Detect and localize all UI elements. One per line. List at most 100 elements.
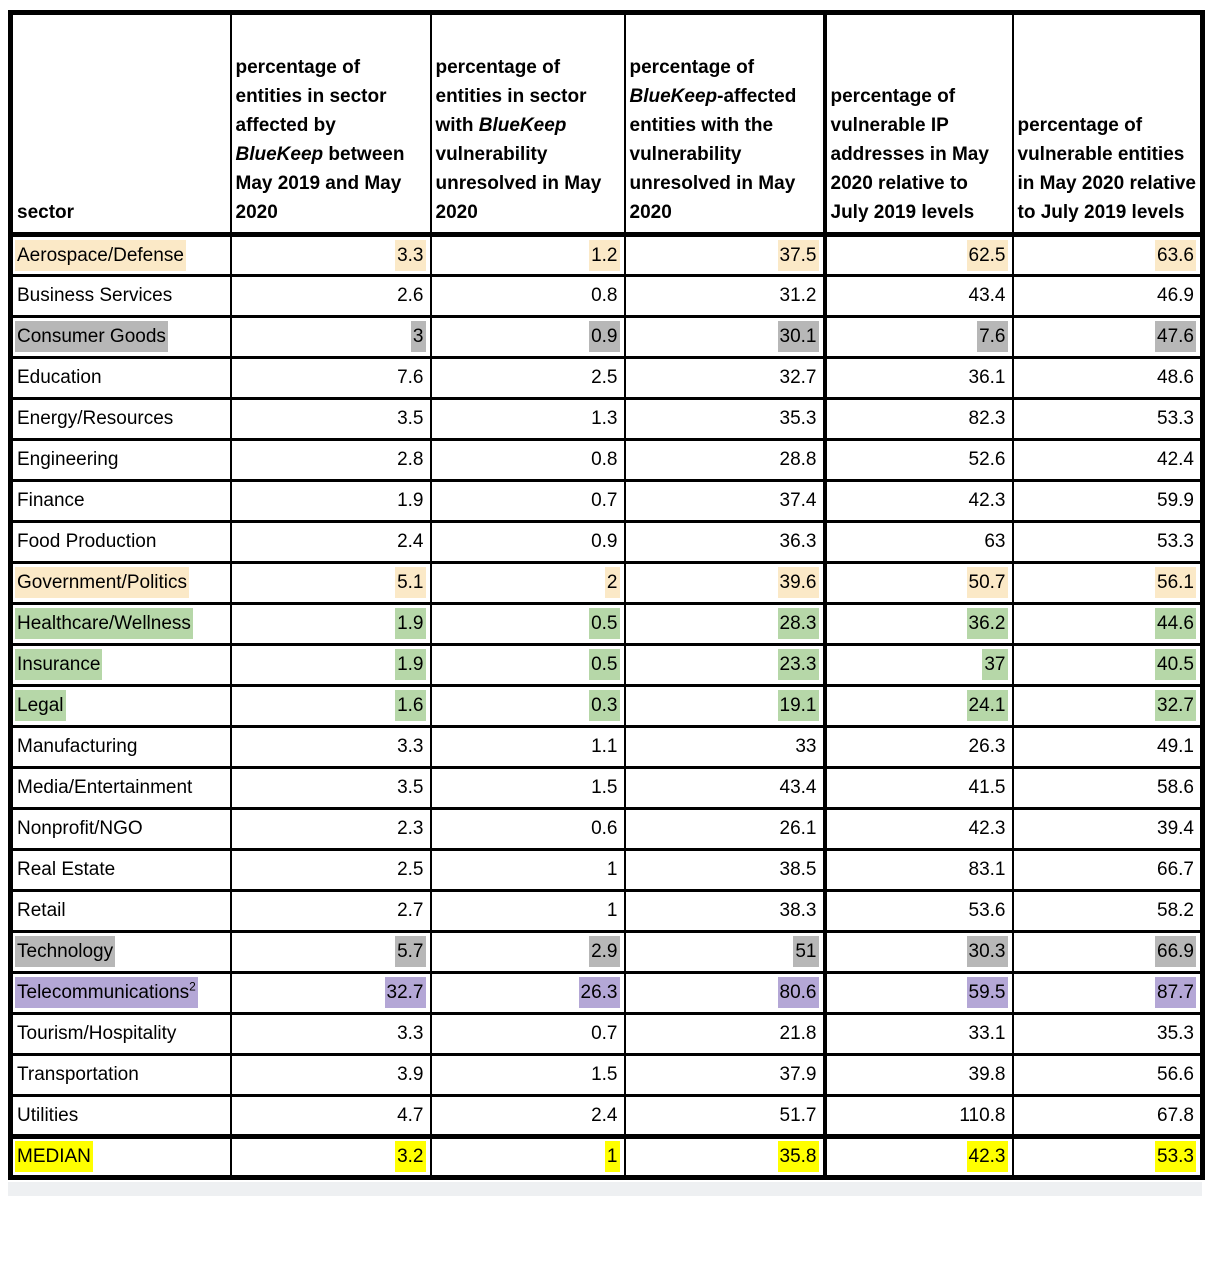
cell-value: 43.4 xyxy=(779,777,817,798)
sector-label: Engineering xyxy=(17,449,119,470)
cell-value: 0.3 xyxy=(589,690,620,721)
table-row: Real Estate 2.5 1 38.5 83.1 66.7 xyxy=(9,848,1204,892)
bluekeep-sector-table: sector percentage of entities in sector a… xyxy=(8,10,1205,1180)
sector-cell: Telecommunications2 xyxy=(9,971,232,1015)
value-cell-unresolved-affected-pct: 28.3 xyxy=(623,602,827,646)
sector-cell: Healthcare/Wellness xyxy=(9,602,232,646)
value-cell-unresolved-sector-pct: 0.7 xyxy=(429,479,626,523)
cell-value: 53.3 xyxy=(1157,408,1194,429)
value-cell-vulnerable-ip-pct: 36.1 xyxy=(823,356,1014,400)
table-row: Telecommunications2 32.7 26.3 80.6 59.5 87.7 xyxy=(9,971,1204,1015)
value-cell-unresolved-affected-pct: 38.3 xyxy=(623,889,827,933)
cell-value: 42.4 xyxy=(1157,449,1194,470)
sector-cell: Utilities xyxy=(9,1094,232,1138)
sector-cell: Real Estate xyxy=(9,848,232,892)
value-cell-unresolved-affected-pct: 23.3 xyxy=(623,643,827,687)
value-cell-unresolved-sector-pct: 0.7 xyxy=(429,1012,626,1056)
cell-value: 56.1 xyxy=(1155,567,1196,598)
cell-value: 49.1 xyxy=(1157,736,1194,757)
sector-label: Government/Politics xyxy=(15,567,190,598)
value-cell-vulnerable-ip-pct: 24.1 xyxy=(823,684,1014,728)
cell-value: 21.8 xyxy=(779,1023,817,1044)
cell-value: 30.3 xyxy=(966,936,1008,967)
sector-label: Healthcare/Wellness xyxy=(15,608,193,639)
value-cell-unresolved-affected-pct: 35.3 xyxy=(623,397,827,441)
value-cell-affected-pct: 3.3 xyxy=(229,1012,432,1056)
value-cell-vulnerable-ip-pct: 53.6 xyxy=(823,889,1014,933)
cell-value: 37.4 xyxy=(779,490,817,511)
value-cell-unresolved-affected-pct: 39.6 xyxy=(623,561,827,605)
value-cell-vulnerable-ip-pct: 36.2 xyxy=(823,602,1014,646)
cell-value: 33.1 xyxy=(968,1023,1006,1044)
value-cell-unresolved-affected-pct: 80.6 xyxy=(623,971,827,1015)
sector-cell: Food Production xyxy=(9,520,232,564)
value-cell-unresolved-sector-pct: 1.5 xyxy=(429,1053,626,1097)
cell-value: 63 xyxy=(984,531,1006,552)
cell-value: 36.3 xyxy=(779,531,817,552)
value-cell-affected-pct: 3.5 xyxy=(229,397,432,441)
cell-value: 38.5 xyxy=(779,859,817,880)
cell-value: 32.7 xyxy=(384,977,426,1008)
value-cell-unresolved-affected-pct: 51 xyxy=(623,930,827,974)
cell-value: 28.3 xyxy=(777,608,819,639)
value-cell-vulnerable-entities-pct: 40.5 xyxy=(1011,643,1204,687)
value-cell-vulnerable-entities-pct: 42.4 xyxy=(1011,438,1204,482)
table-row: Healthcare/Wellness 1.9 0.5 28.3 36.2 44.6 xyxy=(9,602,1204,646)
value-cell-unresolved-sector-pct: 0.9 xyxy=(429,520,626,564)
value-cell-unresolved-affected-pct: 43.4 xyxy=(623,766,827,810)
value-cell-vulnerable-entities-pct: 32.7 xyxy=(1011,684,1204,728)
table-row: Energy/Resources 3.5 1.3 35.3 82.3 53.3 xyxy=(9,397,1204,441)
value-cell-vulnerable-entities-pct: 58.6 xyxy=(1011,766,1204,810)
value-cell-unresolved-affected-pct: 51.7 xyxy=(623,1094,827,1138)
cell-value: 2.7 xyxy=(397,900,424,921)
table-row: Engineering 2.8 0.8 28.8 52.6 42.4 xyxy=(9,438,1204,482)
cell-value: 0.8 xyxy=(591,285,618,306)
table-row: Transportation 3.9 1.5 37.9 39.8 56.6 xyxy=(9,1053,1204,1097)
value-cell-vulnerable-ip-pct: 110.8 xyxy=(823,1094,1014,1138)
value-cell-affected-pct: 2.7 xyxy=(229,889,432,933)
cell-value: 80.6 xyxy=(777,977,819,1008)
sector-cell: Finance xyxy=(9,479,232,523)
value-cell-vulnerable-ip-pct: 83.1 xyxy=(823,848,1014,892)
cell-value: 37.5 xyxy=(777,239,819,271)
value-cell-affected-pct: 3.5 xyxy=(229,766,432,810)
cell-value: 39.8 xyxy=(968,1064,1006,1085)
cell-value: 1.3 xyxy=(591,408,618,429)
value-cell-unresolved-affected-pct: 31.2 xyxy=(623,274,827,318)
cell-value: 3 xyxy=(410,321,426,352)
cell-value: 37 xyxy=(982,649,1008,680)
value-cell-vulnerable-entities-pct: 47.6 xyxy=(1011,315,1204,359)
cell-value: 1.9 xyxy=(395,649,426,680)
value-cell-unresolved-sector-pct: 2 xyxy=(429,561,626,605)
cell-value: 82.3 xyxy=(968,408,1006,429)
cell-value: 33 xyxy=(795,736,817,757)
cell-value: 30.1 xyxy=(777,321,819,352)
column-header-label: percentage of vulnerable IP addresses in… xyxy=(830,86,989,223)
cell-value: 38.3 xyxy=(779,900,817,921)
cell-value: 0.7 xyxy=(591,490,618,511)
cell-value: 1.5 xyxy=(591,1064,618,1085)
sector-label: Real Estate xyxy=(17,859,116,880)
value-cell-affected-pct: 5.1 xyxy=(229,561,432,605)
table-row: Tourism/Hospitality 3.3 0.7 21.8 33.1 35.3 xyxy=(9,1012,1204,1056)
value-cell-vulnerable-ip-pct: 30.3 xyxy=(823,930,1014,974)
sector-cell: Transportation xyxy=(9,1053,232,1097)
cell-value: 59.5 xyxy=(966,977,1008,1008)
cell-value: 52.6 xyxy=(968,449,1006,470)
sector-cell: Insurance xyxy=(9,643,232,687)
sector-label: Finance xyxy=(17,490,85,511)
table-header: sector percentage of entities in sector a… xyxy=(9,11,1204,237)
sector-label: Retail xyxy=(17,900,66,921)
cell-value: 53.6 xyxy=(968,900,1006,921)
sector-cell: Engineering xyxy=(9,438,232,482)
cell-value: 2 xyxy=(604,567,620,598)
value-cell-vulnerable-ip-pct: 42.3 xyxy=(823,479,1014,523)
value-cell-vulnerable-entities-pct: 53.3 xyxy=(1011,1134,1204,1179)
footnote-superscript: 2 xyxy=(189,979,196,994)
cell-value: 1.9 xyxy=(395,608,426,639)
value-cell-unresolved-affected-pct: 28.8 xyxy=(623,438,827,482)
value-cell-vulnerable-entities-pct: 56.1 xyxy=(1011,561,1204,605)
value-cell-vulnerable-ip-pct: 82.3 xyxy=(823,397,1014,441)
value-cell-affected-pct: 7.6 xyxy=(229,356,432,400)
cell-value: 63.6 xyxy=(1155,239,1196,271)
